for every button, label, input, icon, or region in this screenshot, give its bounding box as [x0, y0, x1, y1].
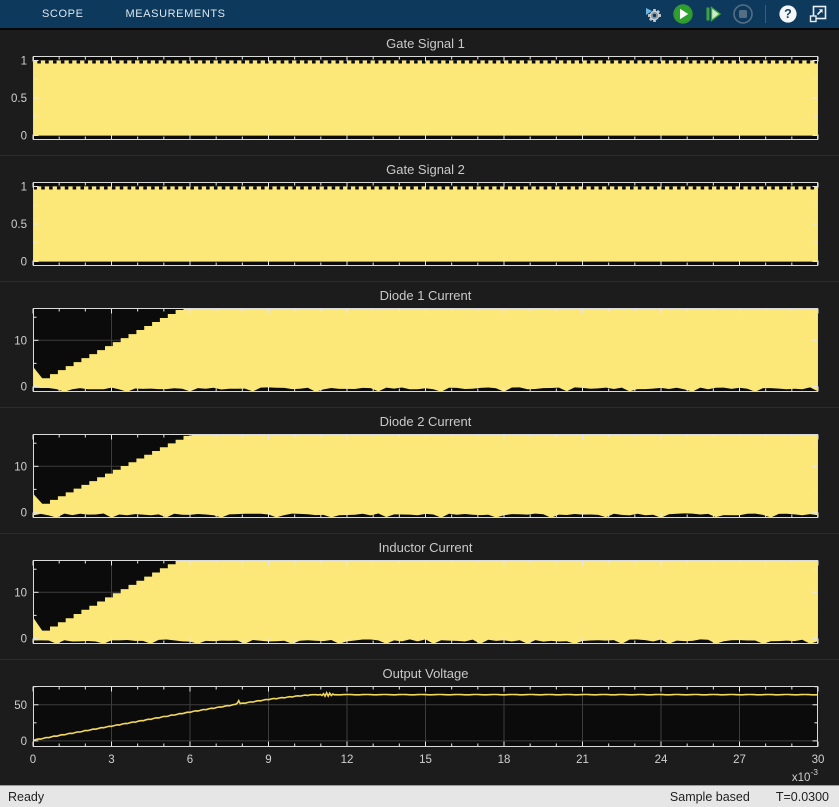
help-icon: ? [779, 5, 797, 23]
x-tick-label: 30 [812, 754, 825, 766]
y-tick-label: 10 [14, 587, 27, 599]
y-tick-label: 0.5 [11, 219, 27, 231]
y-tick-label: 0 [21, 257, 27, 267]
x-tick-label: 15 [419, 754, 432, 766]
x-tick-label: 6 [187, 754, 193, 766]
toolbar: SCOPE MEASUREMENTS [0, 0, 839, 28]
y-tick-label: 50 [14, 700, 27, 712]
x-tick-label: 27 [733, 754, 746, 766]
y-tick-label: 0 [21, 736, 27, 748]
panel-title: Gate Signal 2 [386, 162, 465, 177]
panel-title: Diode 1 Current [379, 288, 472, 303]
y-tick-label: 0 [21, 131, 27, 141]
status-sample-mode: Sample based [669, 789, 750, 804]
x-tick-label: 24 [655, 754, 668, 766]
gear-arrow-icon [646, 8, 661, 22]
plot-panels: Gate Signal 1 0 0.5 1 Gate Signal 2 0 0.5 1 Diod… [0, 28, 839, 785]
x-tick-label: 18 [498, 754, 511, 766]
scope-panel-gate-signal-1: Gate Signal 1 0 0.5 1 [0, 30, 839, 155]
tab-measurements[interactable]: MEASUREMENTS [125, 8, 226, 20]
y-tick-label: 0.5 [11, 93, 27, 105]
plot-canvas[interactable]: 00.51 [0, 182, 839, 266]
tab-scope[interactable]: SCOPE [42, 8, 84, 20]
plot-canvas[interactable]: 0 10 [0, 308, 839, 392]
status-sim-time: T=0.0300 [775, 789, 829, 804]
run-icon [673, 4, 693, 24]
y-tick-label: 10 [14, 335, 27, 347]
panel-title: Diode 2 Current [379, 414, 472, 429]
plot-canvas[interactable]: 0 10 [0, 434, 839, 518]
y-tick-label: 10 [14, 461, 27, 473]
x-tick-label: 21 [576, 754, 589, 766]
x-tick-label: 12 [341, 754, 354, 766]
stop-icon [733, 4, 753, 24]
x-axis-exponent-label: x10-3 [792, 767, 818, 784]
y-tick-label: 0 [21, 507, 27, 518]
stop-button [732, 3, 754, 25]
toolbar-buttons: ? [642, 3, 839, 25]
scope-panel-gate-signal-2: Gate Signal 2 0 0.5 1 [0, 155, 839, 281]
x-tick-label: 3 [108, 754, 114, 766]
run-button[interactable] [672, 3, 694, 25]
y-tick-label: 0 [21, 381, 27, 392]
scope-panel-diode-2-current: Diode 2 Current 0 10 [0, 407, 839, 533]
scope-panel-diode-1-current: Diode 1 Current 0 10 [0, 281, 839, 407]
plot-canvas[interactable]: 00.51 [0, 56, 839, 140]
x-tick-label: 0 [30, 754, 36, 766]
y-tick-label: 1 [21, 56, 27, 68]
pop-out-button[interactable] [807, 3, 829, 25]
panel-title: Gate Signal 1 [386, 36, 465, 51]
help-button[interactable]: ? [777, 3, 799, 25]
step-forward-icon [706, 6, 722, 22]
status-bar: Ready Sample based T=0.0300 [0, 785, 839, 807]
toolbar-separator [765, 5, 766, 23]
svg-text:?: ? [784, 7, 792, 21]
step-forward-button[interactable] [702, 3, 724, 25]
y-tick-label: 1 [21, 182, 27, 194]
simulate-settings-button[interactable] [642, 3, 664, 25]
popout-icon [809, 5, 827, 23]
y-tick-label: 0 [21, 633, 27, 644]
x-tick-label: 9 [265, 754, 271, 766]
scope-panel-output-voltage: Output Voltage 0 50 0 3 6 9 12 15 18 21 24 27 30 x10-3 [0, 659, 839, 785]
panel-title: Inductor Current [378, 540, 473, 555]
plot-canvas[interactable]: 0 10 [0, 560, 839, 644]
status-ready: Ready [8, 789, 45, 804]
panel-title: Output Voltage [382, 666, 469, 681]
scope-panel-inductor-current: Inductor Current 0 10 [0, 533, 839, 659]
